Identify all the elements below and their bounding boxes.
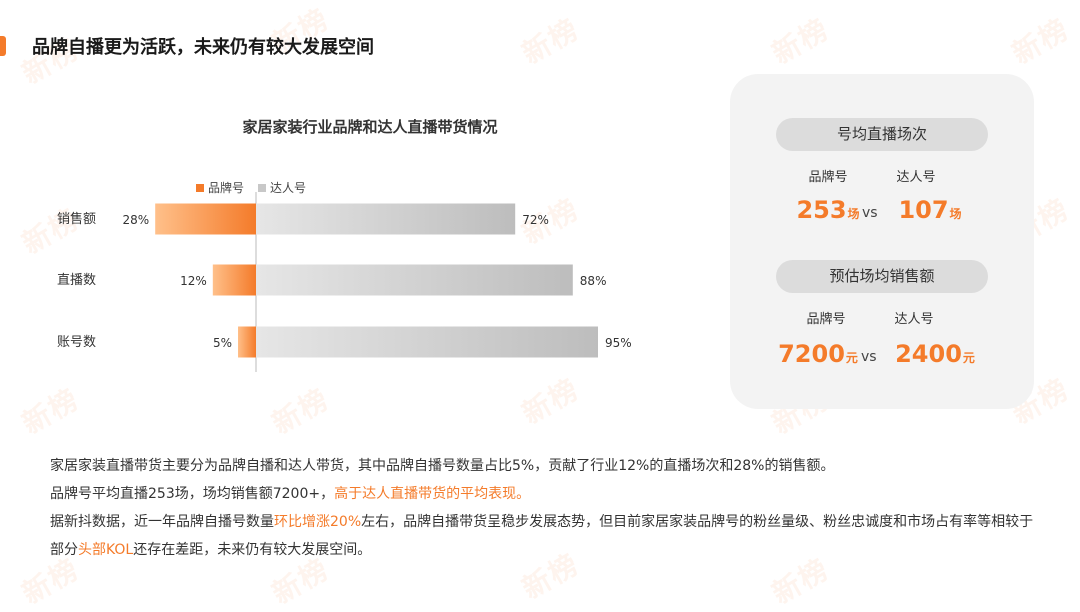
sales-brand-value: 7200元: [778, 340, 858, 368]
sales-influencer-label: 达人号: [894, 312, 934, 327]
summary-text: 家居家装直播带货主要分为品牌自播和达人带货，其中品牌自播号数量占比5%，贡献了行…: [50, 452, 1040, 564]
data-label-influencer: 88%: [580, 274, 607, 288]
summary-paragraph-3: 据新抖数据，近一年品牌自播号数量环比增涨20%左右，品牌自播带货呈稳步发展态势，…: [50, 514, 1034, 558]
data-label-brand: 28%: [123, 213, 150, 227]
highlight-text: 高于达人直播带货的平均表现。: [334, 486, 531, 502]
sessions-influencer-value: 107场: [898, 196, 962, 224]
legend-item-influencer: 达人号: [258, 179, 306, 196]
data-label-influencer: 72%: [522, 213, 549, 227]
sessions-brand-value: 253场: [796, 196, 860, 224]
summary-paragraph-2: 品牌号平均直播253场，场均销售额7200+，高于达人直播带货的平均表现。: [50, 486, 531, 502]
page-title: 品牌自播更为活跃，未来仍有较大发展空间: [32, 37, 374, 58]
bar-influencer: [256, 203, 516, 235]
bar-influencer: [256, 264, 573, 296]
bar-brand: [212, 264, 256, 296]
category-label: 账号数: [57, 335, 96, 350]
category-label: 直播数: [57, 273, 96, 288]
bar-brand: [155, 203, 256, 235]
sessions-influencer-label: 达人号: [896, 170, 936, 185]
highlight-text: 环比增涨20%: [274, 514, 362, 530]
chart-title: 家居家装行业品牌和达人直播带货情况: [242, 118, 498, 136]
legend-swatch-brand: [196, 183, 204, 192]
sales-influencer-value: 2400元: [895, 340, 975, 368]
legend-label-influencer: 达人号: [270, 181, 307, 195]
sales-vs: vs: [861, 349, 877, 365]
stats-card: 号均直播场次 品牌号 达人号 253场 vs 107场 预估场均销售额 品牌号 …: [730, 74, 1034, 409]
sessions-vs: vs: [862, 205, 878, 221]
summary-paragraph-1: 家居家装直播带货主要分为品牌自播和达人带货，其中品牌自播号数量占比5%，贡献了行…: [50, 458, 835, 474]
watermark: 新榜: [766, 12, 835, 71]
sales-brand-label: 品牌号: [806, 312, 846, 327]
legend-label-brand: 品牌号: [208, 181, 245, 195]
bar-influencer: [256, 326, 598, 358]
data-label-influencer: 95%: [605, 336, 632, 350]
sessions-title-pill: 号均直播场次: [776, 118, 988, 151]
data-label-brand: 5%: [213, 336, 232, 350]
legend-swatch-influencer: [258, 183, 267, 192]
highlight-text: 头部KOL: [78, 542, 134, 558]
sessions-brand-label: 品牌号: [808, 170, 848, 185]
bar-chart: 销售额 28% 72% 直播数 12% 88% 账号数 5% 95%: [57, 192, 632, 372]
watermark: 新榜: [1006, 12, 1075, 71]
bar-brand: [238, 326, 256, 358]
sales-title-pill: 预估场均销售额: [776, 260, 988, 293]
chart-legend: 品牌号 达人号: [196, 179, 306, 196]
legend-item-brand: 品牌号: [196, 179, 244, 196]
title-accent-bar: [0, 36, 6, 56]
category-label: 销售额: [57, 211, 96, 227]
data-label-brand: 12%: [180, 274, 207, 288]
